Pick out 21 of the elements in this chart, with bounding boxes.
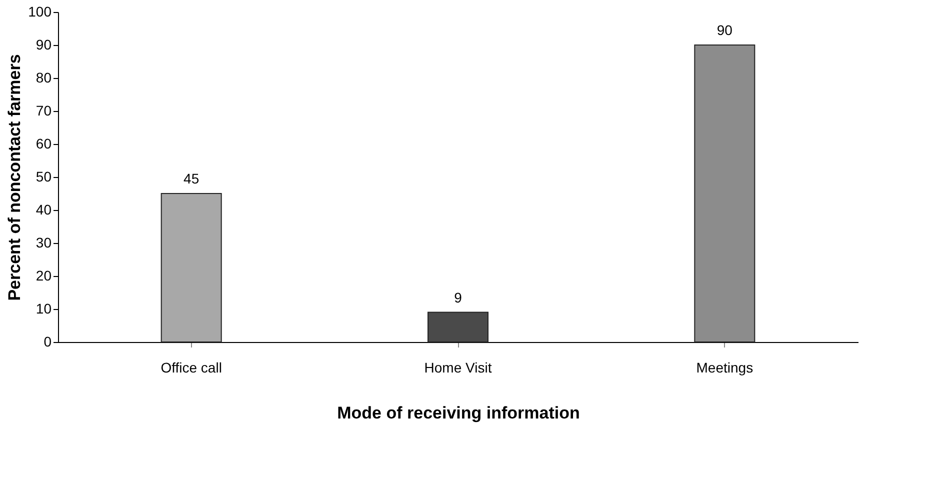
data-label: 90 xyxy=(716,22,733,38)
bar xyxy=(160,193,222,342)
data-label: 45 xyxy=(184,170,200,186)
y-tick-label: 40 xyxy=(36,202,52,218)
y-tick-label: 60 xyxy=(36,136,52,152)
x-tick-label: Home Visit xyxy=(424,360,492,376)
x-axis-title: Mode of receiving information xyxy=(337,404,580,422)
y-tick-label: 30 xyxy=(36,234,52,250)
y-tick-label: 70 xyxy=(36,102,52,118)
bar xyxy=(428,312,488,342)
y-axis-title: Percent of noncontact farmers xyxy=(5,54,24,301)
y-tick-label: 50 xyxy=(36,168,52,184)
x-tick-label: Meetings xyxy=(696,360,754,376)
y-tick-label: 80 xyxy=(36,70,52,86)
y-tick-label: 90 xyxy=(36,36,52,52)
y-tick-label: 0 xyxy=(44,334,52,350)
y-tick-label: 20 xyxy=(36,268,52,284)
x-tick-label: Office call xyxy=(160,360,222,376)
y-tick-label: 100 xyxy=(28,4,52,20)
data-label: 9 xyxy=(454,289,462,306)
y-tick-label: 10 xyxy=(36,300,52,316)
